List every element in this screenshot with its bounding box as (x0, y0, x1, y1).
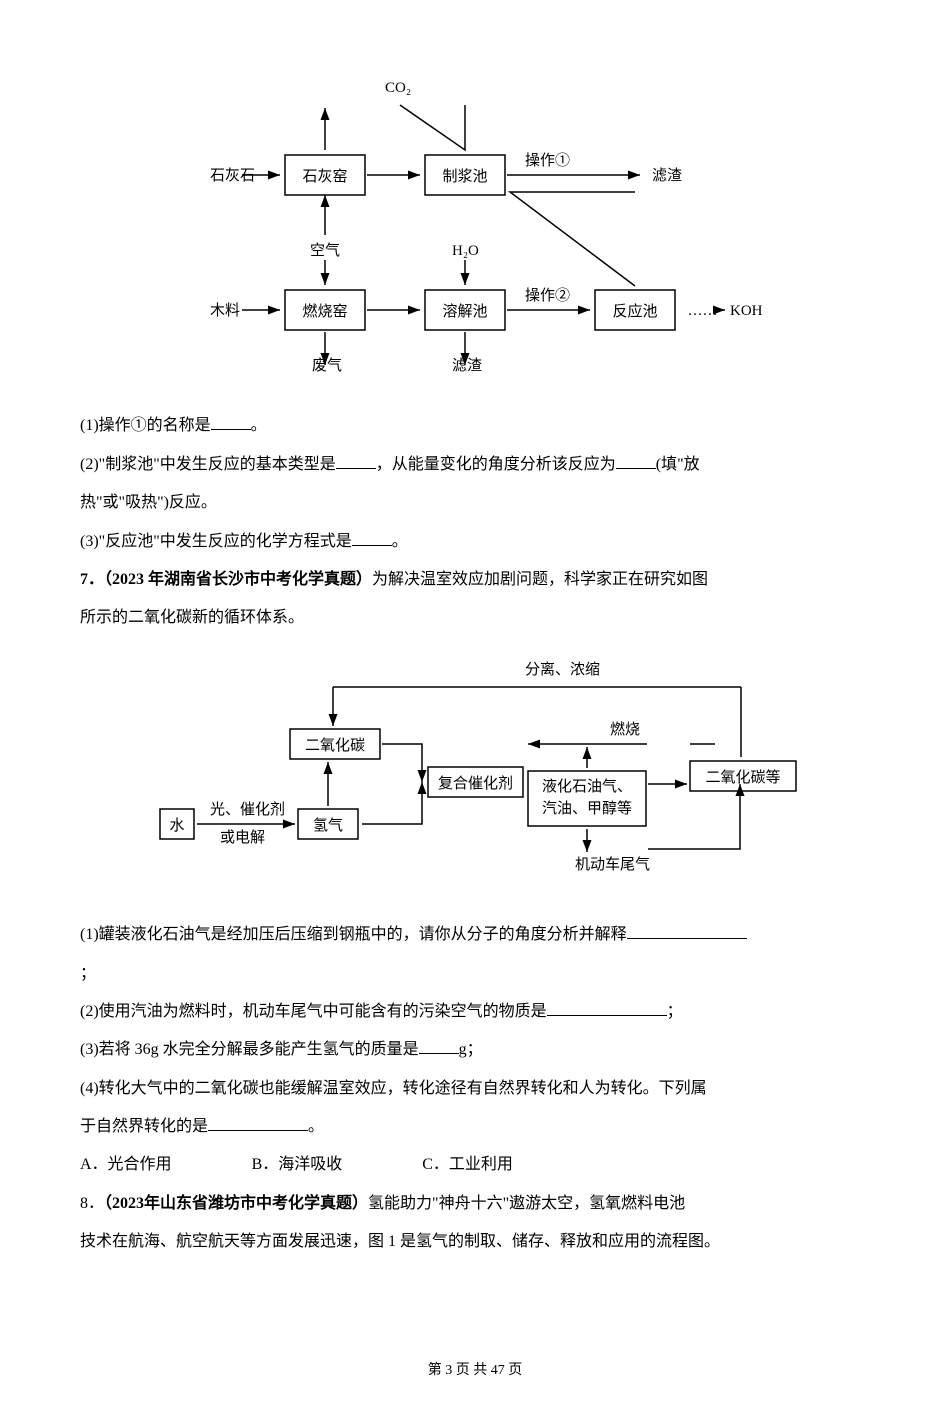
q2-a: (2)"制浆池"中发生反应的基本类型是 (80, 456, 336, 473)
svg-text:……: …… (688, 303, 718, 319)
q3-a: (3)"反应池"中发生反应的化学方程式是 (80, 533, 352, 550)
q7-4: (4)转化大气中的二氧化碳也能缓解温室效应，转化途径有自然界转化和人为转化。下列… (80, 1074, 870, 1104)
q7-1b-text: ； (80, 965, 96, 982)
svg-text:制浆池: 制浆池 (442, 167, 487, 185)
q8-title: （2023年山东省潍坊市中考化学真题） (104, 1195, 368, 1212)
q7-3b-text: g； (459, 1041, 483, 1058)
svg-text:复合催化剂: 复合催化剂 (438, 774, 513, 792)
svg-text:KOH: KOH (730, 303, 763, 319)
svg-text:H₂O: H₂O (452, 243, 479, 259)
q7-4c-text: 。 (308, 1118, 324, 1135)
q8-text2: 技术在航海、航空航天等方面发展迅速，图 1 是氢气的制取、储存、释放和应用的流程… (80, 1233, 720, 1250)
svg-text:滤渣: 滤渣 (652, 167, 682, 184)
svg-text:空气: 空气 (310, 242, 340, 259)
svg-text:汽油、甲醇等: 汽油、甲醇等 (542, 799, 632, 817)
q2-c2: 热"或"吸热")反应。 (80, 494, 217, 511)
q7-4-text: (4)转化大气中的二氧化碳也能缓解温室效应，转化途径有自然界转化和人为转化。下列… (80, 1080, 707, 1097)
q1-text: (1)操作①的名称是 。 (80, 411, 870, 441)
q7-text1: 为解决温室效应加剧问题，科学家正在研究如图 (372, 571, 708, 588)
choice-a: A．光合作用 (80, 1150, 172, 1180)
q7-title: （2023 年湖南省长沙市中考化学真题） (104, 571, 372, 588)
svg-text:燃烧: 燃烧 (610, 720, 640, 738)
svg-text:二氧化碳: 二氧化碳 (305, 737, 365, 754)
diagram-1-container: 石灰窑制浆池燃烧窑溶解池反应池石灰石木料CO₂空气H₂O废气操作①滤渣操作②滤渣… (80, 80, 870, 391)
blank-q7-1 (627, 921, 747, 939)
q7-heading: 7．（2023 年湖南省长沙市中考化学真题）为解决温室效应加剧问题，科学家正在研… (80, 565, 870, 595)
svg-text:液化石油气、: 液化石油气、 (542, 778, 632, 795)
q2-text: (2)"制浆池"中发生反应的基本类型是 ，从能量变化的角度分析该反应为 (填"放 (80, 450, 870, 480)
blank-q2b (616, 451, 656, 469)
co2-cycle-diagram: 水 氢气 二氧化碳复合催化剂 液化石油气、汽油、甲醇等 二氧化碳等光、催化剂或电解 分离、… (150, 654, 800, 889)
q7-1-text: (1)罐装液化石油气是经加压后压缩到钢瓶中的，请你从分子的角度分析并解释 (80, 926, 627, 943)
svg-text:溶解池: 溶解池 (442, 303, 487, 320)
q8-heading: 8．（2023年山东省潍坊市中考化学真题）氢能助力"神舟十六"遨游太空，氢氧燃料… (80, 1189, 870, 1219)
svg-text:燃烧窑: 燃烧窑 (302, 302, 347, 320)
q7-2: (2)使用汽油为燃料时，机动车尾气中可能含有的污染空气的物质是 ； (80, 997, 870, 1027)
q7-text2-p: 所示的二氧化碳新的循环体系。 (80, 603, 870, 633)
q7-1b: ； (80, 959, 870, 989)
q2-c: (填"放 (656, 456, 700, 473)
svg-text:机动车尾气: 机动车尾气 (575, 856, 650, 873)
q8-text1: 氢能助力"神舟十六"遨游太空，氢氧燃料电池 (368, 1195, 685, 1212)
blank-q3 (352, 528, 392, 546)
q7-1: (1)罐装液化石油气是经加压后压缩到钢瓶中的，请你从分子的角度分析并解释 (80, 920, 870, 950)
svg-text:石灰窑: 石灰窑 (302, 168, 347, 185)
q7-text2: 所示的二氧化碳新的循环体系。 (80, 609, 304, 626)
q7-4b: 于自然界转化的是 。 (80, 1112, 870, 1142)
process-diagram-1: 石灰窑制浆池燃烧窑溶解池反应池石灰石木料CO₂空气H₂O废气操作①滤渣操作②滤渣… (180, 80, 770, 380)
q1-label: (1)操作①的名称是 (80, 417, 211, 434)
svg-text:木料: 木料 (210, 302, 240, 319)
blank-q2a (336, 451, 376, 469)
svg-text:或电解: 或电解 (220, 829, 265, 846)
q2-b: ，从能量变化的角度分析该反应为 (376, 456, 616, 473)
svg-text:CO₂: CO₂ (385, 80, 411, 96)
page-footer: 第 3 页 共 47 页 (80, 1358, 870, 1385)
svg-text:操作②: 操作② (525, 287, 570, 304)
blank-q1 (211, 412, 251, 430)
svg-text:操作①: 操作① (525, 152, 570, 169)
q8-prefix: 8． (80, 1195, 104, 1212)
choice-b: B．海洋吸收 (252, 1150, 343, 1180)
q1-end: 。 (251, 417, 267, 434)
q7-prefix: 7． (80, 571, 104, 588)
q7-3: (3)若将 36g 水完全分解最多能产生氢气的质量是 g； (80, 1035, 870, 1065)
svg-text:反应池: 反应池 (612, 302, 657, 320)
svg-text:滤渣: 滤渣 (452, 357, 482, 374)
svg-text:氢气: 氢气 (313, 817, 343, 834)
svg-text:光、催化剂: 光、催化剂 (210, 801, 285, 818)
q2-text-2: 热"或"吸热")反应。 (80, 488, 870, 518)
choices-row: A．光合作用 B．海洋吸收 C．工业利用 (80, 1150, 870, 1180)
svg-text:分离、浓缩: 分离、浓缩 (525, 661, 600, 678)
q8-text2-p: 技术在航海、航空航天等方面发展迅速，图 1 是氢气的制取、储存、释放和应用的流程… (80, 1227, 870, 1257)
choice-c: C．工业利用 (422, 1150, 513, 1180)
blank-q7-4 (208, 1113, 308, 1131)
q7-4b-text: 于自然界转化的是 (80, 1118, 208, 1135)
blank-q7-3 (419, 1036, 459, 1054)
diagram-2-container: 水 氢气 二氧化碳复合催化剂 液化石油气、汽油、甲醇等 二氧化碳等光、催化剂或电解 分离、… (80, 654, 870, 900)
q3-b: 。 (392, 533, 408, 550)
q3-text: (3)"反应池"中发生反应的化学方程式是 。 (80, 527, 870, 557)
svg-text:废气: 废气 (312, 357, 342, 374)
q7-3a-text: (3)若将 36g 水完全分解最多能产生氢气的质量是 (80, 1041, 419, 1058)
q7-2-text: (2)使用汽油为燃料时，机动车尾气中可能含有的污染空气的物质是 (80, 1003, 547, 1020)
svg-text:水: 水 (169, 817, 184, 834)
svg-text:二氧化碳等: 二氧化碳等 (705, 768, 780, 786)
blank-q7-2 (547, 998, 667, 1016)
q7-2b-text: ； (667, 1003, 683, 1020)
